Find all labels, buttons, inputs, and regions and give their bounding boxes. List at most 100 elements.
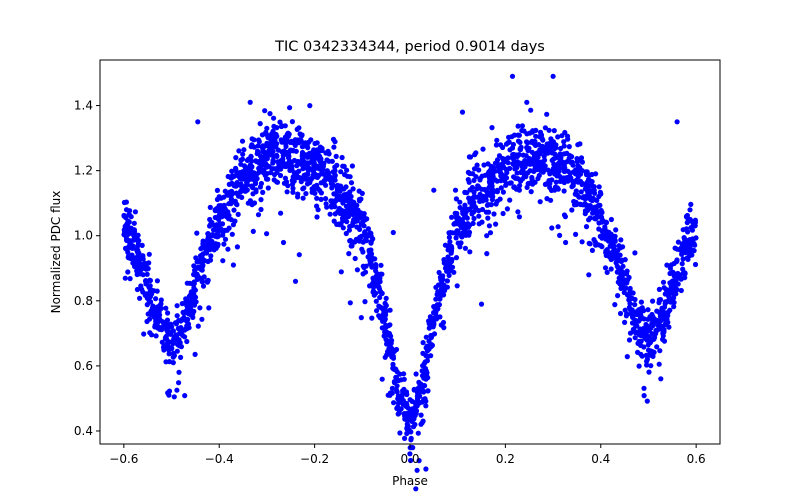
data-point <box>161 343 167 349</box>
data-point <box>666 297 672 303</box>
data-point <box>453 215 460 221</box>
data-point <box>465 169 471 175</box>
data-point <box>274 169 280 176</box>
data-point <box>345 205 351 211</box>
data-point <box>609 239 615 245</box>
data-point <box>547 144 553 150</box>
data-point <box>165 325 171 331</box>
data-point <box>536 172 542 179</box>
data-point <box>131 227 137 233</box>
data-point <box>596 220 602 226</box>
data-point <box>235 211 241 217</box>
data-point <box>672 245 678 251</box>
data-point <box>530 181 536 187</box>
data-point <box>318 190 324 196</box>
data-point <box>178 354 184 360</box>
data-point <box>416 458 422 464</box>
data-point <box>437 290 443 296</box>
data-point <box>261 157 267 163</box>
data-point <box>265 185 271 191</box>
data-point <box>241 163 248 169</box>
data-point <box>594 197 600 203</box>
data-point <box>419 399 425 405</box>
data-point <box>389 385 395 391</box>
data-point <box>549 177 555 183</box>
data-point <box>661 338 668 344</box>
data-point <box>556 168 562 174</box>
data-point <box>544 111 550 117</box>
data-point <box>425 354 431 360</box>
data-point <box>467 222 473 228</box>
data-point <box>675 270 681 277</box>
data-point <box>134 247 140 253</box>
data-point <box>678 276 684 282</box>
data-point <box>324 204 330 210</box>
data-point <box>226 225 232 231</box>
data-point <box>477 176 483 182</box>
data-point <box>171 394 177 400</box>
data-point <box>282 163 289 169</box>
data-point <box>671 260 677 267</box>
data-point <box>134 268 140 274</box>
data-point <box>446 272 452 278</box>
data-point <box>503 141 510 147</box>
data-point <box>559 133 565 139</box>
data-point <box>690 221 696 227</box>
data-point <box>222 236 229 242</box>
data-point <box>140 253 146 259</box>
data-point <box>347 174 353 180</box>
data-point <box>515 138 522 144</box>
data-point <box>362 217 368 223</box>
data-point <box>372 256 378 262</box>
data-point <box>190 314 196 320</box>
outlier-point <box>586 272 592 278</box>
data-point <box>519 164 526 170</box>
data-point <box>598 191 604 197</box>
data-point <box>296 252 302 258</box>
data-point <box>589 197 596 204</box>
data-point <box>515 123 521 129</box>
data-point <box>657 348 663 354</box>
data-point <box>627 330 634 336</box>
data-point <box>678 287 684 294</box>
data-point <box>660 330 666 336</box>
data-point <box>484 202 490 208</box>
data-point <box>339 154 345 161</box>
data-point <box>542 163 548 169</box>
data-point <box>471 166 478 172</box>
data-point <box>257 167 263 173</box>
data-point <box>176 380 182 386</box>
data-point <box>149 287 155 293</box>
data-point <box>359 190 365 196</box>
data-point <box>226 212 232 219</box>
data-point <box>506 134 512 140</box>
data-point <box>490 194 496 200</box>
data-point <box>174 303 180 309</box>
data-point <box>687 239 693 245</box>
data-point <box>255 143 261 149</box>
data-point <box>215 241 221 247</box>
data-point <box>184 280 190 286</box>
data-point <box>609 235 615 241</box>
data-point <box>420 363 426 369</box>
data-point <box>555 134 561 140</box>
data-point <box>514 163 520 169</box>
data-point <box>289 164 295 170</box>
data-point <box>146 251 152 257</box>
data-point <box>519 123 526 129</box>
data-point <box>397 371 403 377</box>
data-point <box>597 214 603 220</box>
data-point <box>135 259 141 265</box>
data-point <box>123 207 130 213</box>
data-point <box>555 224 561 230</box>
data-point <box>270 128 276 134</box>
data-point <box>488 202 494 208</box>
data-point <box>638 299 645 305</box>
data-point <box>158 305 164 311</box>
data-point <box>455 230 461 236</box>
data-point <box>188 291 194 297</box>
data-point <box>378 262 384 268</box>
data-point <box>444 268 450 274</box>
data-point <box>305 166 311 172</box>
data-point <box>122 229 128 236</box>
